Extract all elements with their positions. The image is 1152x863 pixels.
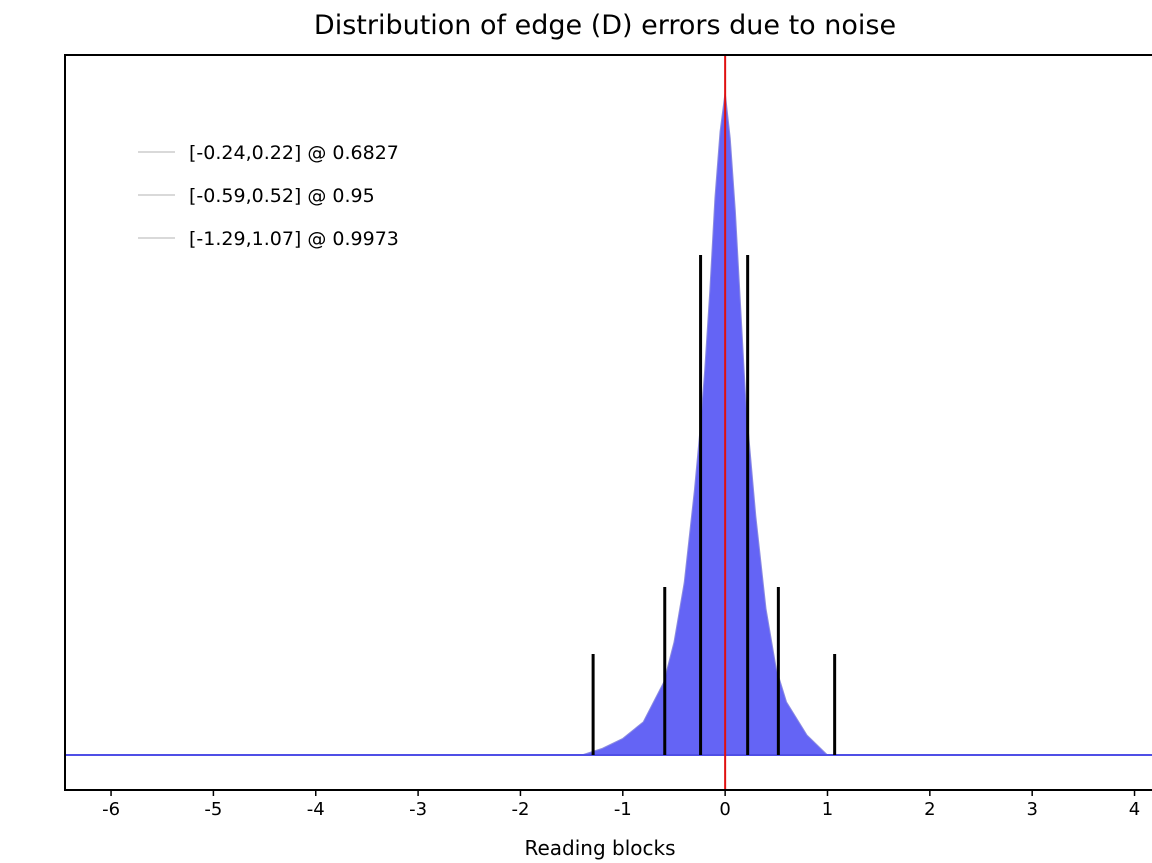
x-tick-label: 2	[924, 799, 935, 820]
x-tick-label: -4	[307, 799, 325, 820]
histogram-layer	[581, 91, 829, 756]
legend-entry-label: [-1.29,1.07] @ 0.9973	[189, 228, 399, 250]
x-tick-label: 0	[719, 799, 730, 820]
histogram-area	[581, 91, 829, 756]
legend: [-0.24,0.22] @ 0.6827 [-0.59,0.52] @ 0.95…	[138, 142, 399, 250]
x-axis: -6 -5 -4 -3 -2 -1 0 1 2 3 4	[102, 790, 1140, 820]
x-tick-label: 1	[822, 799, 833, 820]
x-tick-label: 3	[1026, 799, 1037, 820]
x-tick-label: 4	[1129, 799, 1140, 820]
x-tick-label: -3	[409, 799, 427, 820]
chart-title: Distribution of edge (D) errors due to n…	[313, 10, 897, 41]
x-tick-label: -6	[102, 799, 120, 820]
interval-lines-layer	[591, 255, 837, 755]
plot-area-frame	[64, 54, 1152, 791]
x-axis-label: Reading blocks	[524, 836, 676, 860]
legend-entry-label: [-0.24,0.22] @ 0.6827	[189, 142, 399, 164]
x-tick-label: -1	[614, 799, 632, 820]
x-tick-label: -2	[511, 799, 529, 820]
legend-entry-label: [-0.59,0.52] @ 0.95	[189, 185, 375, 207]
x-tick-label: -5	[204, 799, 222, 820]
